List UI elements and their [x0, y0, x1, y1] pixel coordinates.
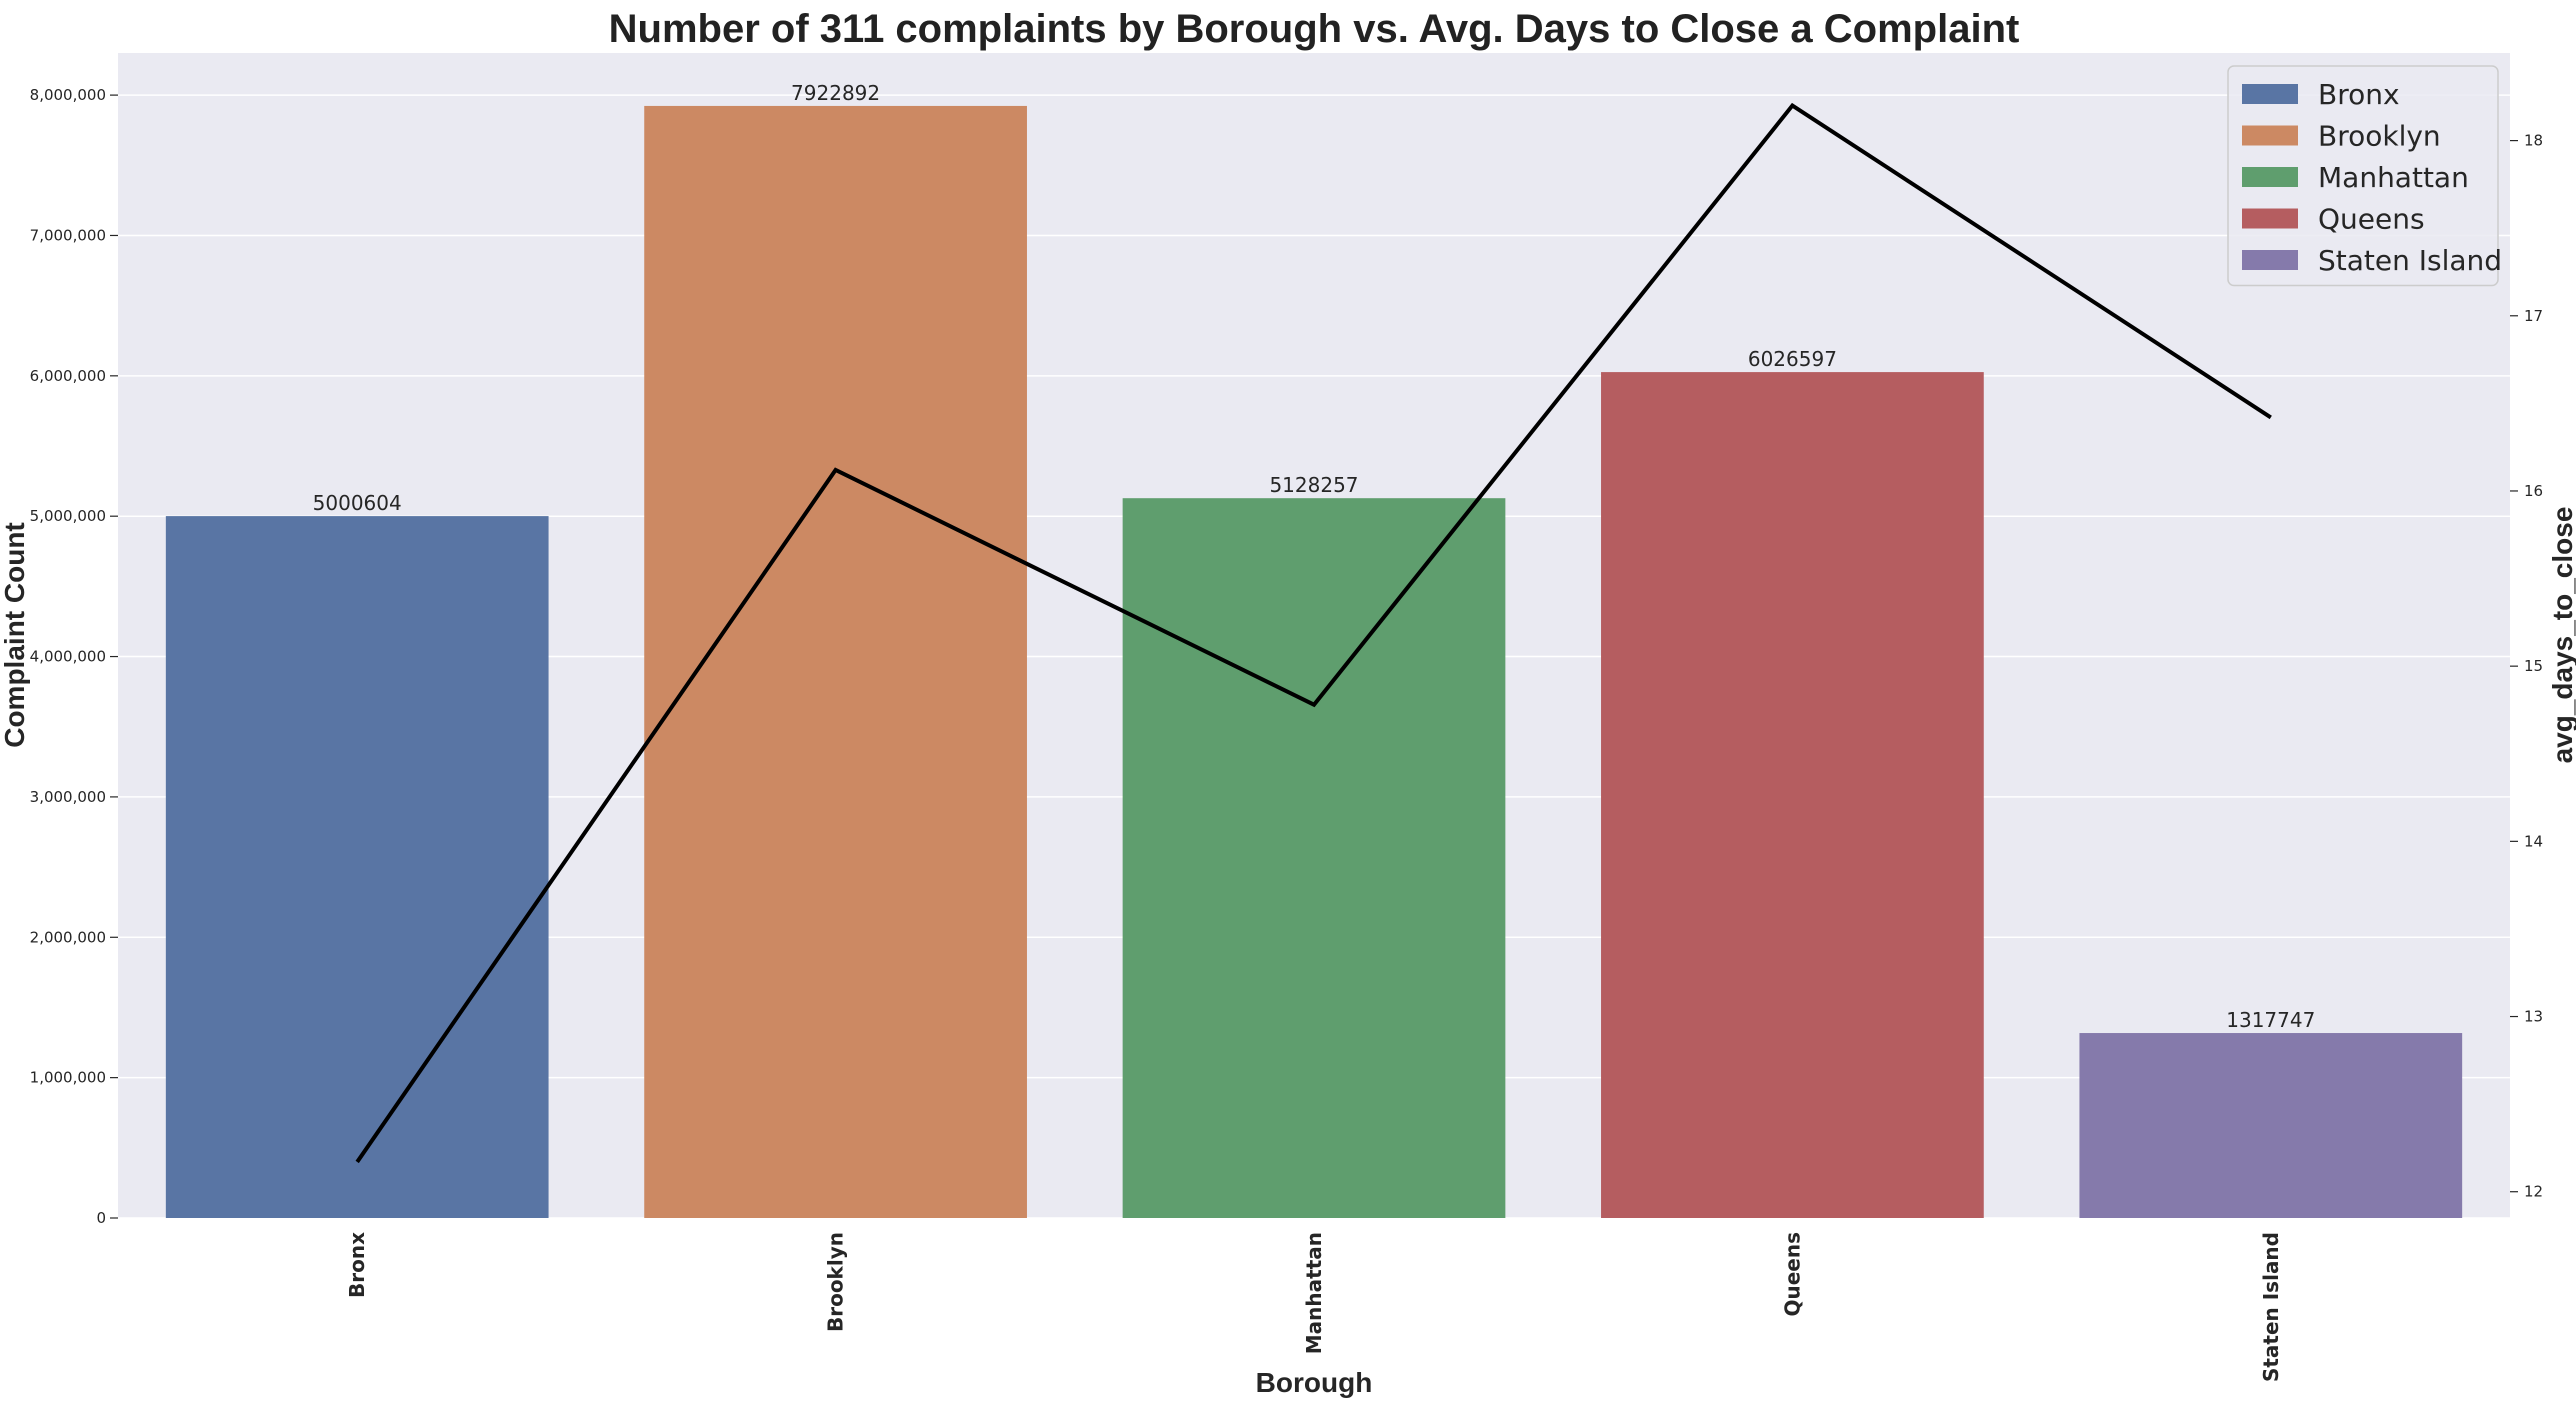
y-tick-label: 5,000,000 [30, 507, 106, 525]
y-tick-label: 2,000,000 [30, 928, 106, 946]
y-axis-ticks: 0 1,000,000 2,000,000 3,000,000 4,000,000 5,0… [30, 86, 118, 1227]
y-tick-label: 8,000,000 [30, 86, 106, 104]
bar-value-label: 1317747 [2226, 1008, 2315, 1032]
legend-swatch [2242, 84, 2298, 104]
y2-tick-label: 15 [2524, 657, 2543, 675]
bar-value-label: 7922892 [791, 81, 880, 105]
bar [2079, 1033, 2463, 1218]
legend-entry-label: Manhattan [2318, 161, 2469, 194]
y-tick-label: 1,000,000 [30, 1069, 106, 1087]
bars [165, 105, 2463, 1219]
bar [644, 105, 1027, 1219]
x-tick-label: Staten Island [2259, 1232, 2283, 1382]
x-axis-ticks: Bronx Brooklyn Manhattan Queens Staten Islan… [345, 1232, 2283, 1382]
line-layer [355, 102, 2272, 1164]
bar [1601, 372, 1984, 1218]
legend-entry-label: Staten Island [2318, 244, 2502, 277]
bar-value-label: 5128257 [1269, 473, 1358, 497]
chart-title: Number of 311 complaints by Borough vs. … [609, 7, 2020, 51]
bar-value-label: 6026597 [1748, 347, 1837, 371]
y-tick-label: 0 [96, 1209, 106, 1227]
y2-tick-label: 17 [2524, 307, 2543, 325]
bar-labels: 5000604 7922892 5128257 6026597 1317747 [313, 81, 2316, 1032]
y2-tick-label: 18 [2524, 132, 2543, 150]
y-tick-label: 3,000,000 [30, 788, 106, 806]
y2-tick-label: 13 [2524, 1008, 2543, 1026]
y-tick-label: 6,000,000 [30, 367, 106, 385]
legend-swatch [2242, 208, 2298, 229]
legend-swatch [2242, 125, 2298, 146]
legend-entry-label: Brooklyn [2318, 120, 2441, 153]
y-axis-label: Complaint Count [0, 522, 30, 748]
y2-axis-label: avg_days_to_close [2547, 507, 2576, 764]
bar [1122, 498, 1506, 1218]
y2-axis-ticks: 12 13 14 15 16 17 18 [2510, 132, 2543, 1201]
y-tick-label: 7,000,000 [30, 226, 106, 244]
y2-tick-label: 14 [2524, 832, 2543, 850]
legend-box [2227, 65, 2499, 287]
legend-entry-label: Queens [2318, 203, 2425, 236]
bar [165, 516, 549, 1218]
legend-entry-label: Bronx [2318, 78, 2400, 111]
y-tick-label: 4,000,000 [30, 648, 106, 666]
x-tick-label: Manhattan [1302, 1232, 1326, 1354]
x-tick-label: Brooklyn [824, 1232, 848, 1332]
x-axis-label: Borough [1256, 1367, 1373, 1398]
legend-swatch [2242, 167, 2298, 187]
bar-value-label: 5000604 [313, 491, 402, 515]
legend-swatch [2242, 250, 2298, 270]
y2-tick-label: 16 [2524, 482, 2543, 500]
avg-days-line [355, 102, 2272, 1164]
x-tick-label: Queens [1780, 1232, 1804, 1317]
legend: Bronx Brooklyn Manhattan Queens Staten Islan… [2227, 65, 2502, 287]
y2-tick-label: 12 [2524, 1183, 2543, 1201]
x-tick-label: Bronx [345, 1232, 369, 1298]
